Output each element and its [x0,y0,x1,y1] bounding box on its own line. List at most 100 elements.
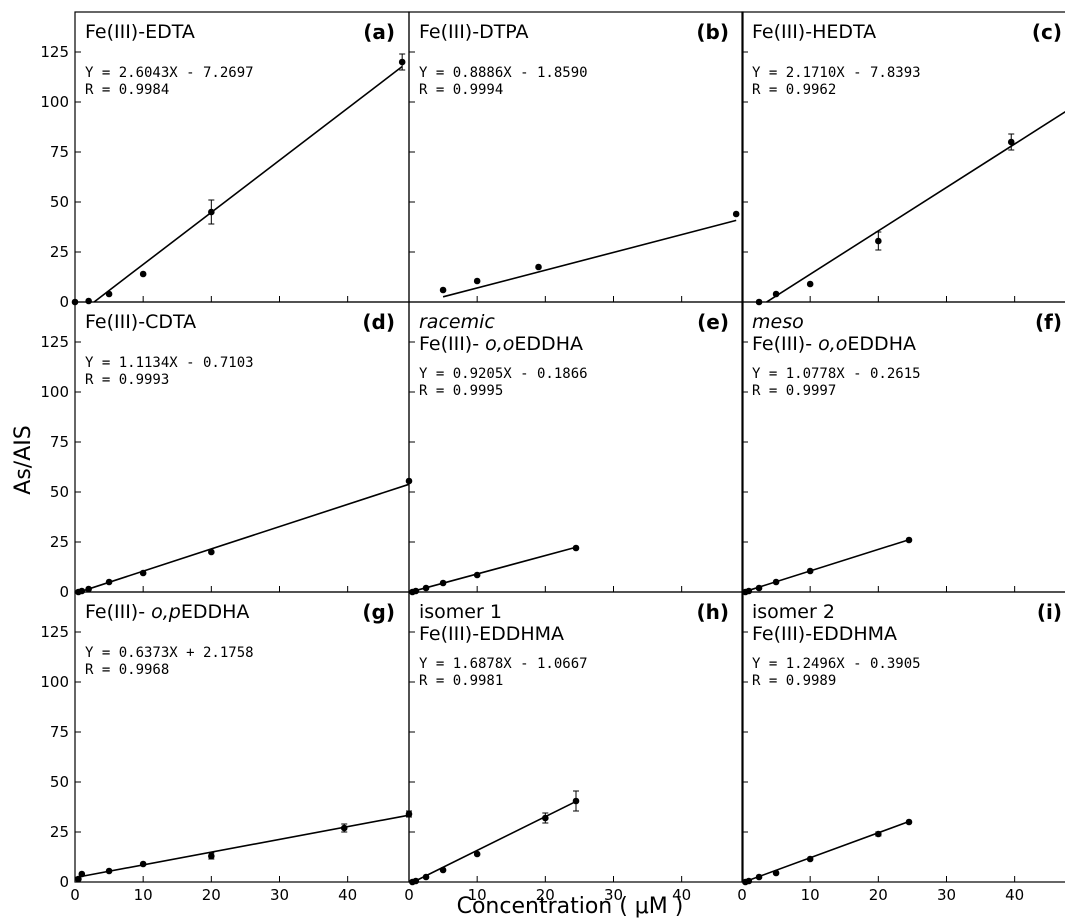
x-tick-label: 10 [134,886,153,904]
data-point [732,210,740,218]
data-point [535,263,542,271]
panel-a: 0 25 50 75 100 125 Fe(III)-EDTA (a) Y = 2.6043X … [40,11,410,311]
panel-title-line: Fe(III)-EDTA [85,21,195,43]
panel-title-line: isomer 1 [419,601,502,623]
data-point [412,877,420,885]
panel-title-line: isomer 2 [752,601,835,623]
data-point [422,584,430,592]
panel-title-part: EDDHA [514,333,583,355]
y-tick-label: 0 [59,873,69,891]
fit-r-value: R = 0.9989 [752,673,836,689]
fit-r-value: R = 0.9994 [419,82,503,98]
panel-frame [74,591,410,883]
panel-title-part: EDDHA [181,601,250,623]
panel-title-part: o,p [151,601,181,623]
data-point [208,852,215,860]
y-tick-label: 0 [59,293,69,311]
fit-r-value: R = 0.9993 [85,372,169,388]
panel-letter: (a) [363,20,395,44]
x-tick-label: 30 [270,886,289,904]
panel-title-part: Fe(III)-DTPA [419,21,529,43]
data-point [473,277,481,285]
panel-letter: (c) [1032,20,1062,44]
fit-line [412,546,577,593]
panel-title-part: meso [752,311,804,333]
data-point [755,584,763,592]
x-tick-label: 20 [202,886,221,904]
panel-title-line: racemic [419,311,495,333]
x-tick-label: 0 [737,886,747,904]
fit-equation: Y = 1.0778X - 0.2615 [752,366,921,382]
panel-title-part: racemic [419,311,495,333]
x-tick-label: 30 [604,886,623,904]
panel-title-line: Fe(III)- o,oEDDHA [419,333,583,355]
y-tick-label: 50 [50,483,69,501]
y-tick-label: 75 [50,723,69,741]
data-point [875,237,882,245]
fit-r-value: R = 0.9968 [85,662,169,678]
panel-title-line: Fe(III)-DTPA [419,21,529,43]
data-point [905,818,913,826]
panel-title-line: Fe(III)-CDTA [85,311,196,333]
data-point [439,286,447,294]
data-point [905,536,913,544]
panel-title-part: isomer 2 [752,601,835,623]
panel-title-part: EDDHA [847,333,916,355]
data-point [75,875,82,883]
data-point [139,569,147,577]
data-point [78,587,86,595]
data-point [78,870,86,878]
data-point [85,585,92,593]
fit-equation: Y = 1.2496X - 0.3905 [752,656,921,672]
x-tick-label: 20 [869,886,888,904]
panel-letter: (i) [1037,600,1062,624]
fit-line [78,483,410,594]
panel-title-part: Fe(III)-EDTA [85,21,195,43]
y-tick-label: 100 [40,673,69,691]
data-point [755,873,763,881]
y-axis-label: As/AIS [11,425,36,494]
x-tick-label: 40 [672,886,691,904]
panel-frame [741,11,1065,303]
data-point [806,280,814,288]
data-point [398,58,406,66]
panel-title-line: Fe(III)-EDDHMA [419,623,564,645]
panel-i: 0 10 20 30 40 isomer 2Fe(III)-EDDHMA (i) Y = 1.… [737,591,1065,904]
fit-line [74,814,410,879]
data-point [772,869,780,877]
panel-title-line: meso [752,311,804,333]
x-tick-label: 0 [70,886,80,904]
data-point [340,824,348,832]
panel-d: 0 25 50 75 100 125 Fe(III)-CDTA (d) Y = 1.1134X … [40,301,413,601]
panel-frame [408,11,744,303]
panel-title-part: Fe(III)- [419,333,485,355]
y-tick-label: 50 [50,193,69,211]
x-axis-label: Concentration ( μM ) [457,894,684,919]
data-point [139,270,147,278]
data-point [208,548,215,556]
data-point [473,850,481,858]
y-tick-label: 25 [50,533,69,551]
panel-title-line: Fe(III)- o,pEDDHA [85,601,249,623]
fit-line [745,820,910,883]
y-tick-label: 125 [40,333,69,351]
panel-frame [74,11,410,303]
x-tick-label: 30 [937,886,956,904]
panel-letter: (b) [696,20,729,44]
fit-r-value: R = 0.9984 [85,82,169,98]
fit-equation: Y = 0.6373X + 2.1758 [85,645,254,661]
panel-title-part: o,o [818,333,847,355]
data-point [572,797,580,805]
x-tick-label: 10 [801,886,820,904]
y-tick-label: 100 [40,383,69,401]
panel-title-line: Fe(III)-EDDHMA [752,623,897,645]
fit-equation: Y = 2.1710X - 7.8393 [752,65,921,81]
panel-title-part: Fe(III)-CDTA [85,311,196,333]
panel-frame [408,591,744,883]
data-point [1007,138,1015,146]
data-point [745,877,753,885]
fit-equation: Y = 1.1134X - 0.7103 [85,355,254,371]
